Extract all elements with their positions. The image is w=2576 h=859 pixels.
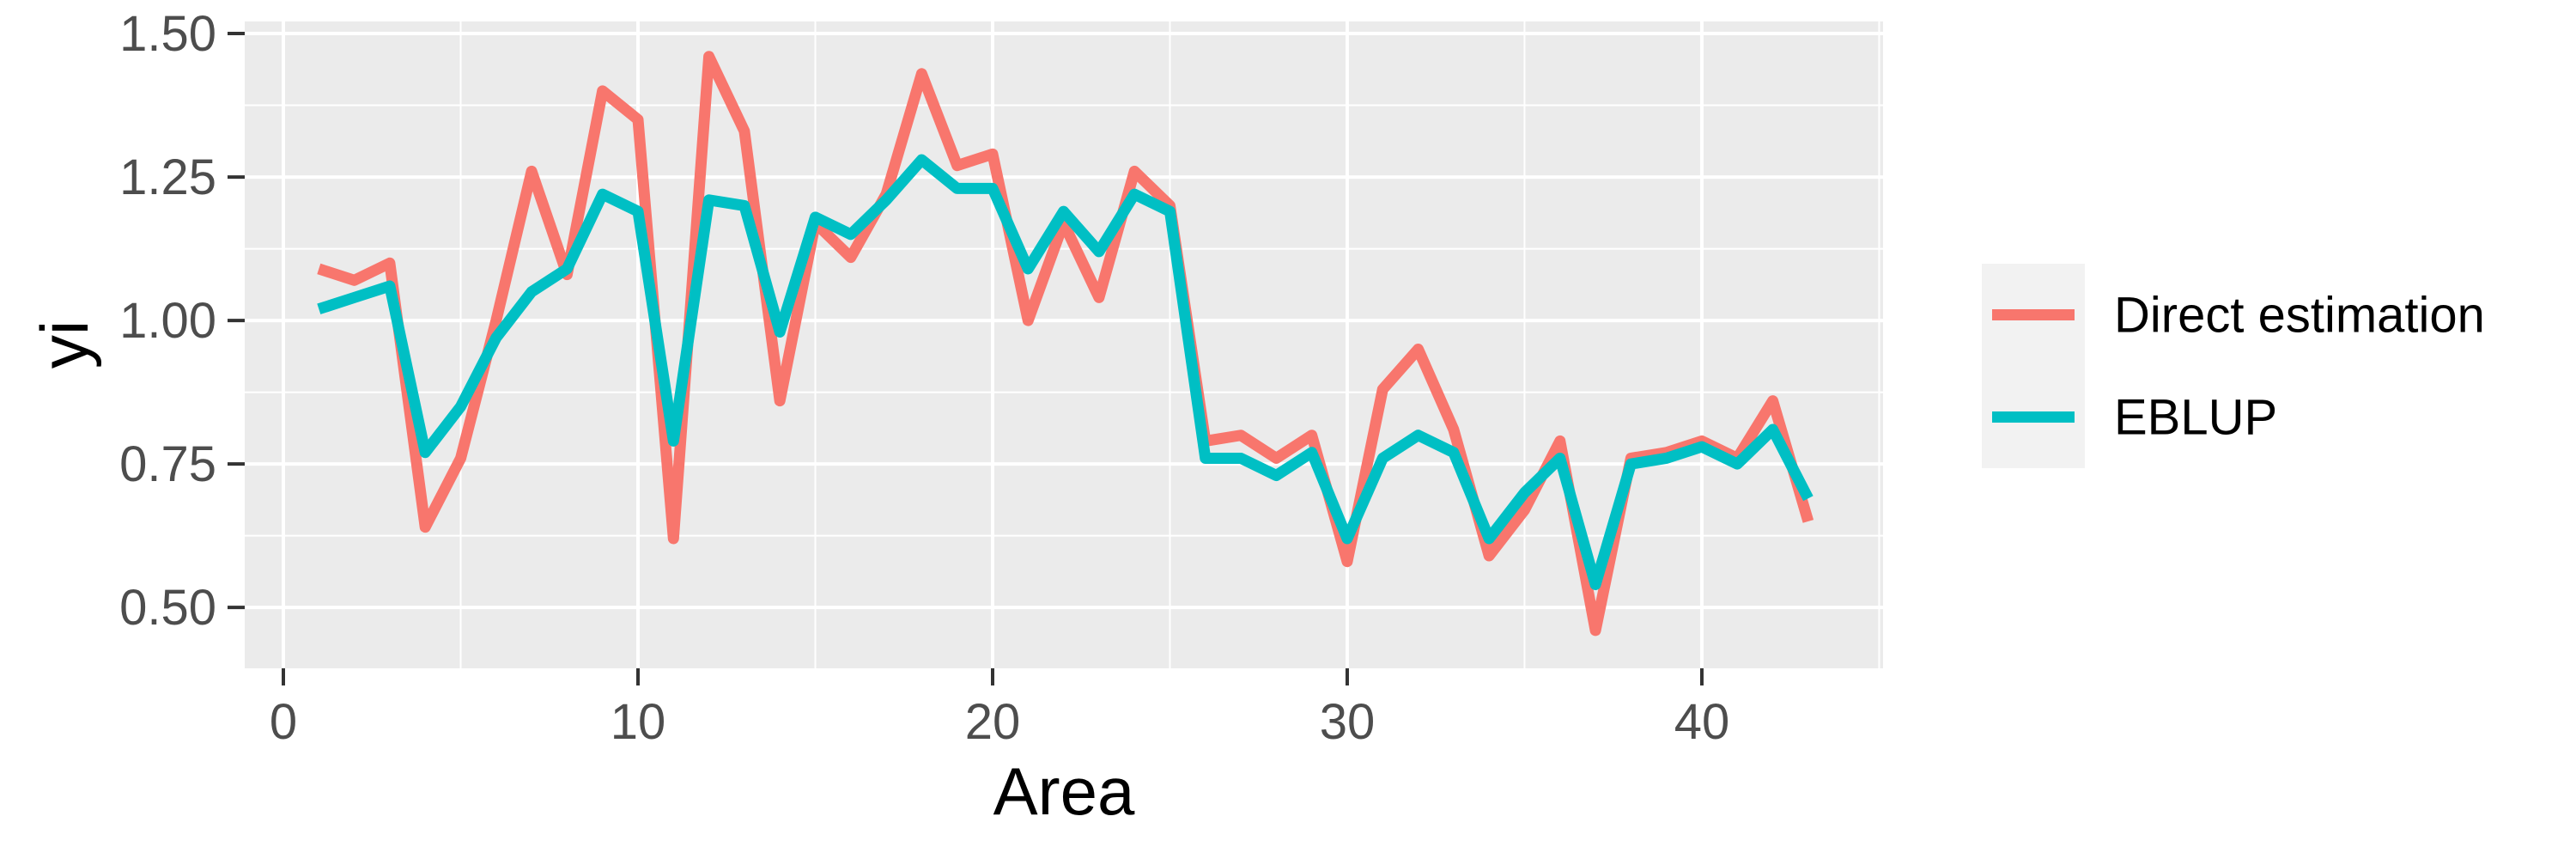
x-axis-title: Area bbox=[993, 753, 1135, 829]
series-lines bbox=[317, 51, 1814, 637]
x-tick-label: 40 bbox=[1674, 694, 1730, 750]
axis-ticks bbox=[228, 32, 1704, 685]
y-tick-label: 1.25 bbox=[119, 149, 216, 205]
x-tick-label: 30 bbox=[1320, 694, 1376, 750]
x-tick-labels: 0 10 20 30 40 bbox=[270, 694, 1729, 750]
y-tick-label: 1.50 bbox=[119, 6, 216, 62]
legend: Direct estimation EBLUP bbox=[1982, 264, 2485, 468]
x-tick-label: 20 bbox=[965, 694, 1021, 750]
x-tick-label: 0 bbox=[270, 694, 297, 750]
y-tick-label: 0.75 bbox=[119, 436, 216, 492]
legend-label: Direct estimation bbox=[2114, 288, 2485, 344]
eblup-line bbox=[317, 154, 1814, 590]
x-tick-label: 10 bbox=[611, 694, 666, 750]
y-axis-title: yi bbox=[27, 320, 102, 369]
y-tick-label: 1.00 bbox=[119, 293, 216, 349]
y-tick-labels: 0.50 0.75 1.00 1.25 1.50 bbox=[119, 6, 216, 636]
major-gridlines bbox=[245, 21, 1883, 668]
legend-label: EBLUP bbox=[2114, 390, 2277, 446]
y-tick-label: 0.50 bbox=[119, 580, 216, 636]
